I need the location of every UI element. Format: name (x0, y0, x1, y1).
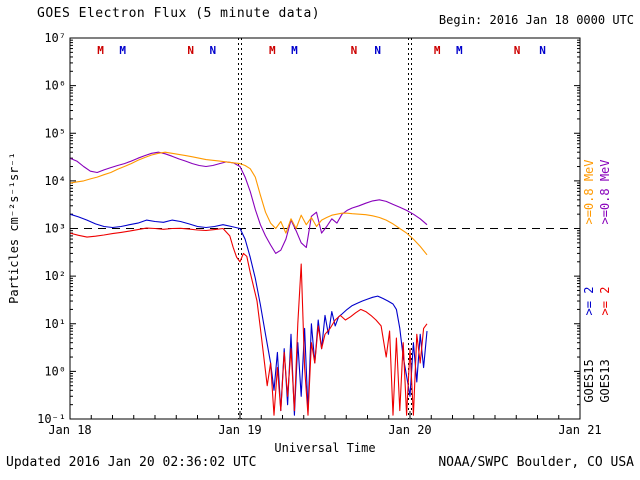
y-tick-label: 10⁴ (44, 174, 66, 188)
trace-goes15-0-8-mev (69, 151, 428, 256)
x-tick-label: Jan 21 (558, 423, 601, 437)
y-tick-label: 10³ (44, 222, 66, 236)
satellite-position-marker: M (434, 44, 441, 57)
legend-goes13-name: GOES13 (598, 359, 612, 403)
y-tick-label: 10¹ (44, 317, 66, 331)
y-tick-label: 10⁶ (44, 79, 66, 93)
satellite-position-marker: M (456, 44, 463, 57)
satellite-position-marker: N (539, 44, 546, 57)
updated-timestamp: Updated 2016 Jan 20 02:36:02 UTC (6, 455, 257, 470)
legend-goes15-name: GOES15 (582, 359, 596, 403)
x-tick-label: Jan 18 (48, 423, 91, 437)
y-tick-label: 10⁷ (44, 31, 66, 45)
satellite-position-marker: N (351, 44, 358, 57)
satellite-position-marker: M (97, 44, 104, 57)
source-attribution: NOAA/SWPC Boulder, CO USA (438, 455, 634, 470)
legend-goes13-e08-label: >=0.8 MeV (598, 159, 612, 225)
satellite-position-marker: M (291, 44, 298, 57)
legend-goes15-e2-label: >= 2 (582, 286, 596, 316)
satellite-position-marker: N (187, 44, 194, 57)
y-tick-label: 10² (44, 269, 66, 283)
satellite-position-marker: N (514, 44, 521, 57)
x-tick-label: Jan 20 (388, 423, 431, 437)
begin-timestamp: Begin: 2016 Jan 18 0000 UTC (438, 13, 634, 27)
legend-goes15-e08-label: >=0.8 MeV (582, 159, 596, 225)
y-tick-label: 10⁰ (44, 364, 66, 378)
trace-goes13-0-8-mev (69, 151, 428, 254)
x-axis-label: Universal Time (274, 441, 376, 455)
trace-goes15-2-mev (69, 213, 428, 416)
y-tick-label: 10⁻¹ (37, 412, 66, 426)
x-tick-label: Jan 19 (218, 423, 261, 437)
satellite-position-marker: M (269, 44, 276, 57)
plot-title: GOES Electron Flux (5 minute data) (37, 6, 321, 21)
trace-goes13-2-mev (69, 227, 428, 416)
satellite-position-marker: N (374, 44, 381, 57)
y-tick-label: 10⁵ (44, 126, 66, 140)
plot-frame (69, 37, 581, 420)
y-axis-label: Particles cm⁻²s⁻¹sr⁻¹ (7, 152, 21, 304)
legend-goes13-e2-label: >= 2 (598, 286, 612, 316)
satellite-position-marker: M (119, 44, 126, 57)
satellite-position-marker: N (209, 44, 216, 57)
